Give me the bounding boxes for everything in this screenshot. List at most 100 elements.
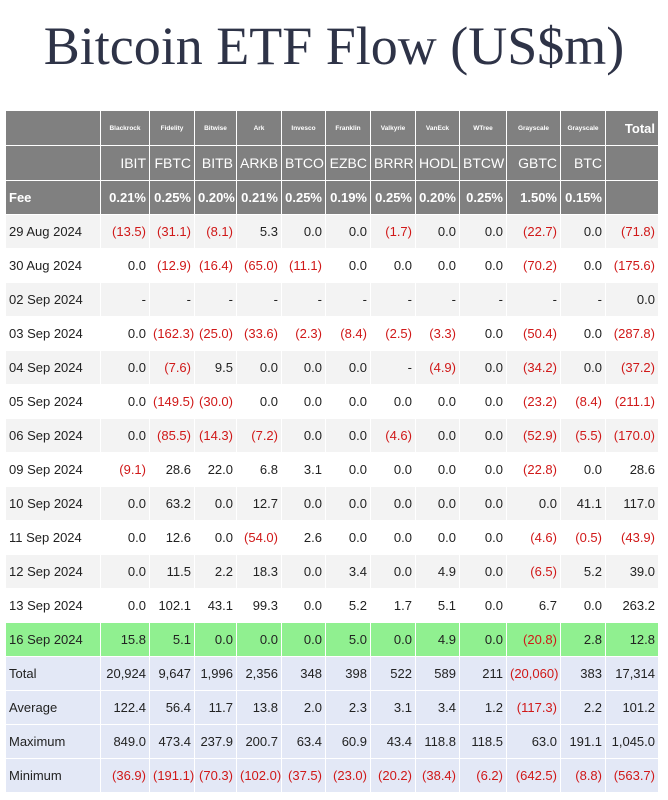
flow-cell: 0.0 [236, 622, 282, 657]
flow-cell: 0.0 [459, 350, 507, 385]
flow-cell: 6.7 [506, 588, 561, 623]
summary-label: Minimum [5, 758, 101, 793]
page-title: Bitcoin ETF Flow (US$m) [43, 16, 625, 76]
flow-cell: (25.0) [194, 316, 237, 351]
row-date: 12 Sep 2024 [5, 554, 101, 589]
row-date: 10 Sep 2024 [5, 486, 101, 521]
flow-cell: (52.9) [506, 418, 561, 453]
summary-cell: (20,060) [506, 656, 561, 691]
summary-cell: 60.9 [325, 724, 371, 759]
provider-label: VanEck [415, 110, 460, 146]
flow-cell: 15.8 [100, 622, 150, 657]
flow-cell: 28.6 [149, 452, 195, 487]
summary-cell: (38.4) [415, 758, 460, 793]
flow-cell: 41.1 [560, 486, 606, 521]
summary-cell: (117.3) [506, 690, 561, 725]
row-date: 05 Sep 2024 [5, 384, 101, 419]
table-row: 29 Aug 2024 (13.5) (31.1) (8.1) 5.3 0.0 0.0 (1.… [5, 214, 659, 249]
row-total: 263.2 [605, 588, 659, 623]
flow-cell: (2.5) [370, 316, 416, 351]
flow-cell: (8.1) [194, 214, 237, 249]
flow-cell: 11.5 [149, 554, 195, 589]
fee-row: Fee 0.21% 0.25% 0.20% 0.21% 0.25% 0.19% 0.25% 0.… [5, 180, 659, 215]
flow-cell: (65.0) [236, 248, 282, 283]
summary-cell: 348 [281, 656, 326, 691]
flow-cell: 0.0 [415, 214, 460, 249]
row-date: 30 Aug 2024 [5, 248, 101, 283]
row-total: (287.8) [605, 316, 659, 351]
table-row: 11 Sep 2024 0.0 12.6 0.0 (54.0) 2.6 0.0 0.0 0.0 0… [5, 520, 659, 555]
flow-cell: 0.0 [281, 486, 326, 521]
summary-cell: 473.4 [149, 724, 195, 759]
flow-cell: 0.0 [325, 418, 371, 453]
row-total: 12.8 [605, 622, 659, 657]
flow-cell: 0.0 [281, 214, 326, 249]
row-total: (37.2) [605, 350, 659, 385]
summary-cell: 2.0 [281, 690, 326, 725]
provider-label: Invesco [281, 110, 326, 146]
summary-cell: 9,647 [149, 656, 195, 691]
flow-cell: 0.0 [100, 248, 150, 283]
table-row: 12 Sep 2024 0.0 11.5 2.2 18.3 0.0 3.4 0.0 4.9 0.0… [5, 554, 659, 589]
flow-cell: 0.0 [100, 486, 150, 521]
summary-cell: 63.0 [506, 724, 561, 759]
flow-cell: (2.3) [281, 316, 326, 351]
flow-cell: 0.0 [415, 248, 460, 283]
row-date: 11 Sep 2024 [5, 520, 101, 555]
flow-cell: 0.0 [459, 520, 507, 555]
row-date: 16 Sep 2024 [5, 622, 101, 657]
flow-cell: 0.0 [281, 588, 326, 623]
flow-cell: (5.5) [560, 418, 606, 453]
flow-cell: 5.0 [325, 622, 371, 657]
flow-cell: (7.6) [149, 350, 195, 385]
provider-header-row: Blackrock Fidelity Bitwise Ark Invesco Frankl… [5, 110, 659, 146]
row-date: 13 Sep 2024 [5, 588, 101, 623]
summary-label: Average [5, 690, 101, 725]
flow-cell: (3.3) [415, 316, 460, 351]
summary-cell: 589 [415, 656, 460, 691]
flow-cell: 6.8 [236, 452, 282, 487]
flow-cell: - [459, 282, 507, 317]
flow-cell: (22.8) [506, 452, 561, 487]
summary-cell: (563.7) [605, 758, 659, 793]
summary-cell: 11.7 [194, 690, 237, 725]
fee-value: 0.21% [236, 180, 282, 215]
flow-cell: 0.0 [560, 452, 606, 487]
fee-value: 0.21% [100, 180, 150, 215]
summary-cell: (36.9) [100, 758, 150, 793]
row-total: 39.0 [605, 554, 659, 589]
summary-cell: 200.7 [236, 724, 282, 759]
flow-cell: 0.0 [415, 384, 460, 419]
fee-value: 0.25% [149, 180, 195, 215]
ticker-label: BRRR [370, 145, 416, 181]
summary-cell: 118.8 [415, 724, 460, 759]
flow-cell: 0.0 [560, 588, 606, 623]
header-corner-cell [605, 145, 659, 181]
summary-cell: (37.5) [281, 758, 326, 793]
summary-row: Average 122.4 56.4 11.7 13.8 2.0 2.3 3.1 3.4 1.2(… [5, 690, 659, 725]
flow-cell: 99.3 [236, 588, 282, 623]
flow-cell: 0.0 [281, 418, 326, 453]
total-header: Total [605, 110, 659, 146]
row-total: (211.1) [605, 384, 659, 419]
provider-label: Blackrock [100, 110, 150, 146]
summary-cell: 2,356 [236, 656, 282, 691]
flow-cell: 5.3 [236, 214, 282, 249]
summary-row: Total 20,924 9,647 1,996 2,356 348 398 522 589 21… [5, 656, 659, 691]
flow-cell: - [149, 282, 195, 317]
flow-cell: 63.2 [149, 486, 195, 521]
flow-cell: (20.8) [506, 622, 561, 657]
flow-cell: (162.3) [149, 316, 195, 351]
provider-label: Franklin [325, 110, 371, 146]
flow-cell: 5.1 [149, 622, 195, 657]
summary-cell: 20,924 [100, 656, 150, 691]
ticker-label: IBIT [100, 145, 150, 181]
row-date: 03 Sep 2024 [5, 316, 101, 351]
flow-cell: 0.0 [560, 214, 606, 249]
ticker-label: HODL [415, 145, 460, 181]
provider-label: Grayscale [506, 110, 561, 146]
flow-cell: (12.9) [149, 248, 195, 283]
flow-cell: (0.5) [560, 520, 606, 555]
flow-cell: - [236, 282, 282, 317]
row-date: 04 Sep 2024 [5, 350, 101, 385]
